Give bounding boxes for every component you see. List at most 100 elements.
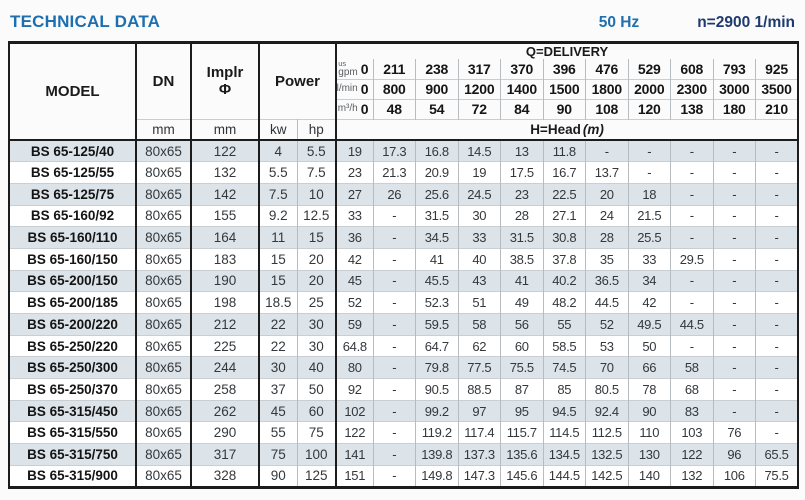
delivery-value-cell: 1800	[585, 78, 629, 99]
power-column-header: Power	[259, 42, 338, 119]
head-value-cell: -	[628, 161, 672, 184]
delivery-value-cell: 1400	[500, 78, 544, 99]
head-value-cell: 38.5	[500, 247, 544, 271]
delivery-zero-value: 0	[360, 101, 369, 117]
table-row: BS 65-250/220 80x65 225 22 30 64.8-64.7 62 60 58…	[9, 334, 799, 357]
head-value-cell: 31.5	[415, 204, 459, 227]
head-value-cell: -	[755, 334, 799, 357]
header-row-delivery-title: MODEL DN Implr Φ Power Q=DELIVERY	[9, 42, 798, 140]
head-value-cell: 42	[628, 291, 672, 314]
dn-cell: 80x65	[136, 247, 192, 271]
head-value-cell: 24	[585, 204, 629, 227]
delivery-unit-top-label: us	[338, 59, 347, 68]
head-value-cell: 58.5	[543, 334, 587, 357]
head-value-cell: 35	[585, 247, 629, 271]
power-hp-cell: 60	[297, 399, 338, 422]
delivery-unit-label: gpm	[338, 66, 358, 78]
head-value-cell: 23	[500, 182, 544, 206]
head-value-cell: 59.5	[415, 313, 459, 336]
head-value-cell: 95	[500, 399, 544, 422]
head-value-cell: 30	[458, 204, 502, 227]
head-value-cell: -	[373, 464, 417, 487]
power-hp-cell: 100	[297, 443, 338, 466]
model-cell: BS 65-125/40	[9, 139, 137, 162]
table-row: BS 65-315/750 80x65 317 75 100 141-139.8 137.3…	[9, 443, 799, 466]
head-value-cell: -	[755, 399, 799, 422]
table-row: BS 65-315/900 80x65 328 90 125 151-149.8 147.3…	[9, 464, 799, 487]
impeller-header-word: Implr	[206, 64, 244, 81]
head-value-cell: 41	[500, 269, 544, 292]
model-cell: BS 65-250/370	[9, 378, 137, 401]
head-value-cell: -	[755, 356, 799, 379]
dn-cell: 80x65	[136, 269, 192, 292]
head-value-cell: 102	[336, 399, 374, 422]
impeller-header-phi: Φ	[218, 81, 232, 99]
head-value-cell: 17.5	[500, 161, 544, 184]
head-value-cell: 90.5	[415, 378, 459, 401]
head-value-cell: 99.2	[415, 399, 459, 422]
head-value-cell: 40.2	[543, 269, 587, 292]
head-value-cell: -	[713, 204, 757, 227]
head-value-cell: 36	[336, 226, 374, 249]
delivery-value-cell: 90	[543, 98, 587, 119]
head-value-cell: 87	[500, 378, 544, 401]
power-kw-cell: 5.5	[259, 161, 298, 184]
dn-unit-label: mm	[136, 118, 192, 140]
head-value-cell: 110	[628, 421, 672, 444]
head-value-cell: 92	[336, 378, 374, 401]
head-value-cell: 27	[336, 182, 374, 206]
head-value-cell: 59	[336, 313, 374, 336]
head-value-cell: -	[755, 421, 799, 444]
head-value-cell: 56	[500, 313, 544, 336]
head-value-cell: -	[670, 204, 714, 227]
dn-cell: 80x65	[136, 334, 192, 357]
title-right-group: 50 Hz n=2900 1/min	[599, 14, 795, 32]
table-row: BS 65-125/75 80x65 142 7.5 10 27 26 25.6 24.5 23 2…	[9, 182, 799, 206]
delivery-value-cell: 210	[755, 98, 799, 119]
head-value-cell: -	[755, 291, 799, 314]
title-bar: TECHNICAL DATA 50 Hz n=2900 1/min	[8, 6, 797, 41]
head-value-cell: 30.8	[543, 226, 587, 249]
table-row: BS 65-160/92 80x65 155 9.2 12.5 33-31.5 30 28 27…	[9, 204, 799, 227]
head-value-cell: 22.5	[543, 182, 587, 206]
head-value-cell: 53	[585, 334, 629, 357]
head-value-cell: 65.5	[755, 443, 799, 466]
impeller-cell: 262	[191, 399, 260, 422]
head-value-cell: 36.5	[585, 269, 629, 292]
power-kw-cell: 4	[259, 139, 298, 162]
delivery-value-cell: 529	[628, 59, 672, 79]
head-value-cell: 11.8	[543, 139, 587, 162]
impeller-cell: 155	[191, 204, 260, 227]
head-value-cell: 44.5	[670, 313, 714, 336]
table-row: BS 65-200/150 80x65 190 15 20 45-45.5 43 41 40.2…	[9, 269, 799, 292]
technical-data-table: MODEL DN Implr Φ Power Q=DELIVERY us gpm 0…	[8, 41, 800, 489]
power-hp-cell: 7.5	[297, 161, 338, 184]
head-value-cell: 27.1	[543, 204, 587, 227]
power-kw-cell: 45	[259, 399, 298, 422]
impeller-column-header: Implr Φ	[191, 42, 260, 119]
dn-cell: 80x65	[136, 226, 192, 249]
head-value-cell: 135.6	[500, 443, 544, 466]
head-value-cell: 139.8	[415, 443, 459, 466]
head-value-cell: -	[373, 247, 417, 271]
power-hp-cell: 30	[297, 334, 338, 357]
power-hp-cell: 10	[297, 182, 338, 206]
delivery-gpm-row: us gpm 0 211 238 317 370 396 476 529 608 793 925	[9, 59, 798, 79]
head-value-cell: 62	[458, 334, 502, 357]
delivery-value-cell: 1200	[458, 78, 502, 99]
head-value-cell: 37.8	[543, 247, 587, 271]
head-value-cell: 85	[543, 378, 587, 401]
head-value-cell: 51	[458, 291, 502, 314]
head-value-cell: -	[755, 247, 799, 271]
head-value-cell: -	[713, 356, 757, 379]
head-value-cell: 40	[458, 247, 502, 271]
power-kw-cell: 22	[259, 334, 298, 357]
delivery-value-cell: 2300	[670, 78, 714, 99]
head-value-cell: -	[713, 269, 757, 292]
head-value-cell: 33	[458, 226, 502, 249]
impeller-cell: 244	[191, 356, 260, 379]
table-row: BS 65-125/55 80x65 132 5.5 7.5 23 21.3 20.9 19 17…	[9, 161, 799, 184]
table-row: BS 65-315/550 80x65 290 55 75 122-119.2 117.4 1…	[9, 421, 799, 444]
table-body: BS 65-125/40 80x65 122 4 5.5 19 17.3 16.8 14.5 13…	[9, 139, 799, 487]
model-cell: BS 65-200/185	[9, 291, 137, 314]
